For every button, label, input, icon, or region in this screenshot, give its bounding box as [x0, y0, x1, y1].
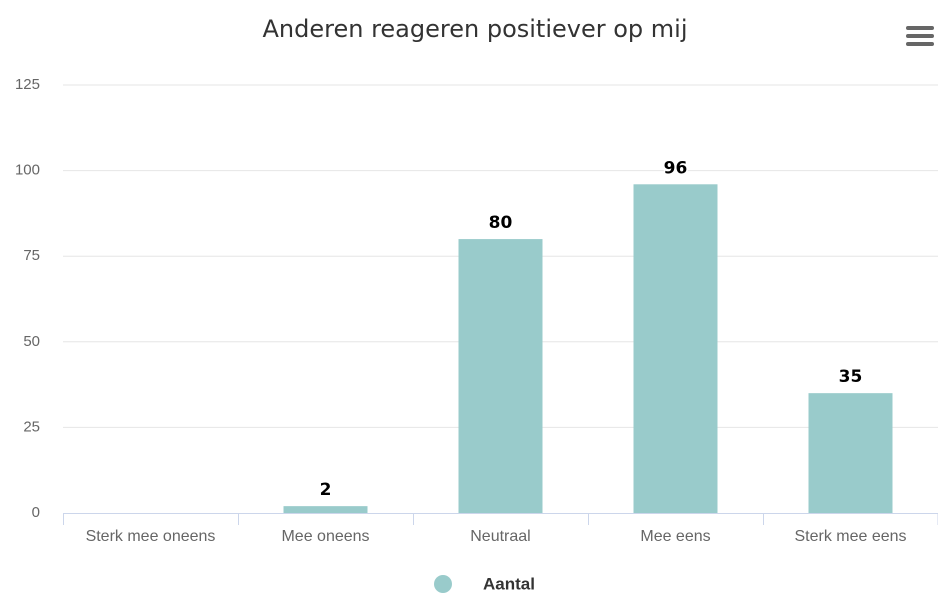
bar — [633, 184, 718, 513]
menu-bar[interactable] — [906, 42, 934, 46]
x-tick-label: Sterk mee oneens — [86, 528, 216, 545]
x-tick-label: Mee eens — [640, 528, 710, 545]
y-tick-label: 50 — [23, 333, 40, 350]
data-label: 2 — [320, 480, 332, 500]
y-tick-label: 75 — [23, 247, 40, 264]
x-tick-label: Mee oneens — [281, 528, 369, 545]
y-tick-label: 100 — [15, 162, 40, 179]
x-tick-label: Neutraal — [470, 528, 530, 545]
bar — [458, 239, 543, 513]
legend-label: Aantal — [483, 574, 535, 593]
data-label: 96 — [664, 158, 688, 178]
chart-title: Anderen reageren positiever op mij — [263, 15, 688, 43]
bar — [808, 393, 893, 513]
bar — [283, 506, 368, 513]
data-label: 35 — [839, 367, 863, 387]
menu-button[interactable] — [906, 26, 934, 46]
y-tick-label: 125 — [15, 76, 40, 93]
data-label: 80 — [489, 213, 513, 233]
legend-marker — [434, 575, 452, 593]
y-tick-label: 0 — [32, 504, 40, 521]
x-tick-label: Sterk mee eens — [794, 528, 906, 545]
menu-bar[interactable] — [906, 26, 934, 30]
y-tick-label: 25 — [23, 418, 40, 435]
menu-bar[interactable] — [906, 34, 934, 38]
